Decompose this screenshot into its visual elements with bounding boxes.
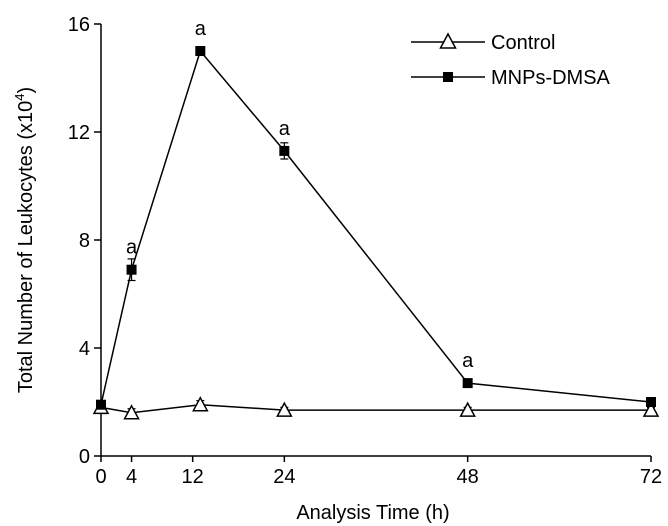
y-tick-label: 0	[79, 446, 90, 468]
data-point	[123, 404, 140, 420]
data-point	[195, 46, 206, 56]
annotation-layer: a a a a	[126, 18, 474, 372]
data-point	[279, 145, 290, 156]
x-tick-label: 12	[182, 466, 204, 488]
data-point	[276, 401, 293, 417]
x-axis-ticks: 0 4 12 24 48 72	[95, 456, 662, 488]
legend-label-mnps-dmsa: MNPs-DMSA	[491, 67, 611, 89]
x-tick-label: 72	[640, 466, 662, 488]
y-axis-title: Total Number of Leukocytes (x104)	[12, 87, 37, 393]
y-axis-title-main: Total Number of Leukocytes (x10	[15, 101, 37, 393]
legend-item-mnps-dmsa: MNPs-DMSA	[411, 67, 611, 89]
legend-marker-mnps-dmsa	[443, 72, 453, 82]
y-tick-label: 16	[68, 14, 90, 36]
series-control	[92, 396, 660, 420]
data-point	[646, 397, 656, 407]
x-tick-label: 0	[95, 466, 106, 488]
y-axis-ticks: 0 4 8 12 16	[68, 14, 101, 468]
x-tick-label: 24	[273, 466, 295, 488]
x-tick-label: 48	[457, 466, 479, 488]
significance-label: a	[279, 118, 291, 140]
data-point	[96, 399, 106, 410]
y-axis-title-close: )	[15, 87, 37, 94]
legend-marker-control	[439, 32, 457, 49]
legend-item-control: Control	[411, 32, 555, 54]
x-tick-label: 4	[126, 466, 137, 488]
data-point	[642, 401, 660, 417]
data-point	[192, 396, 209, 412]
data-point	[126, 264, 137, 275]
series-line	[100, 403, 651, 414]
y-axis-title-exponent: 4	[12, 94, 27, 101]
legend: Control MNPs-DMSA	[411, 32, 611, 89]
legend-label-control: Control	[491, 32, 555, 54]
y-tick-label: 8	[79, 230, 90, 252]
series-layer	[92, 46, 660, 420]
significance-label: a	[126, 237, 138, 259]
significance-label: a	[462, 350, 474, 372]
x-axis-title: Analysis Time (h)	[296, 502, 449, 524]
series-line	[100, 49, 652, 405]
y-tick-label: 12	[68, 122, 90, 144]
significance-label: a	[195, 18, 207, 40]
y-tick-label: 4	[79, 338, 90, 360]
data-point	[459, 401, 476, 417]
data-point	[462, 378, 473, 389]
series-mnps-dmsa	[96, 46, 656, 410]
